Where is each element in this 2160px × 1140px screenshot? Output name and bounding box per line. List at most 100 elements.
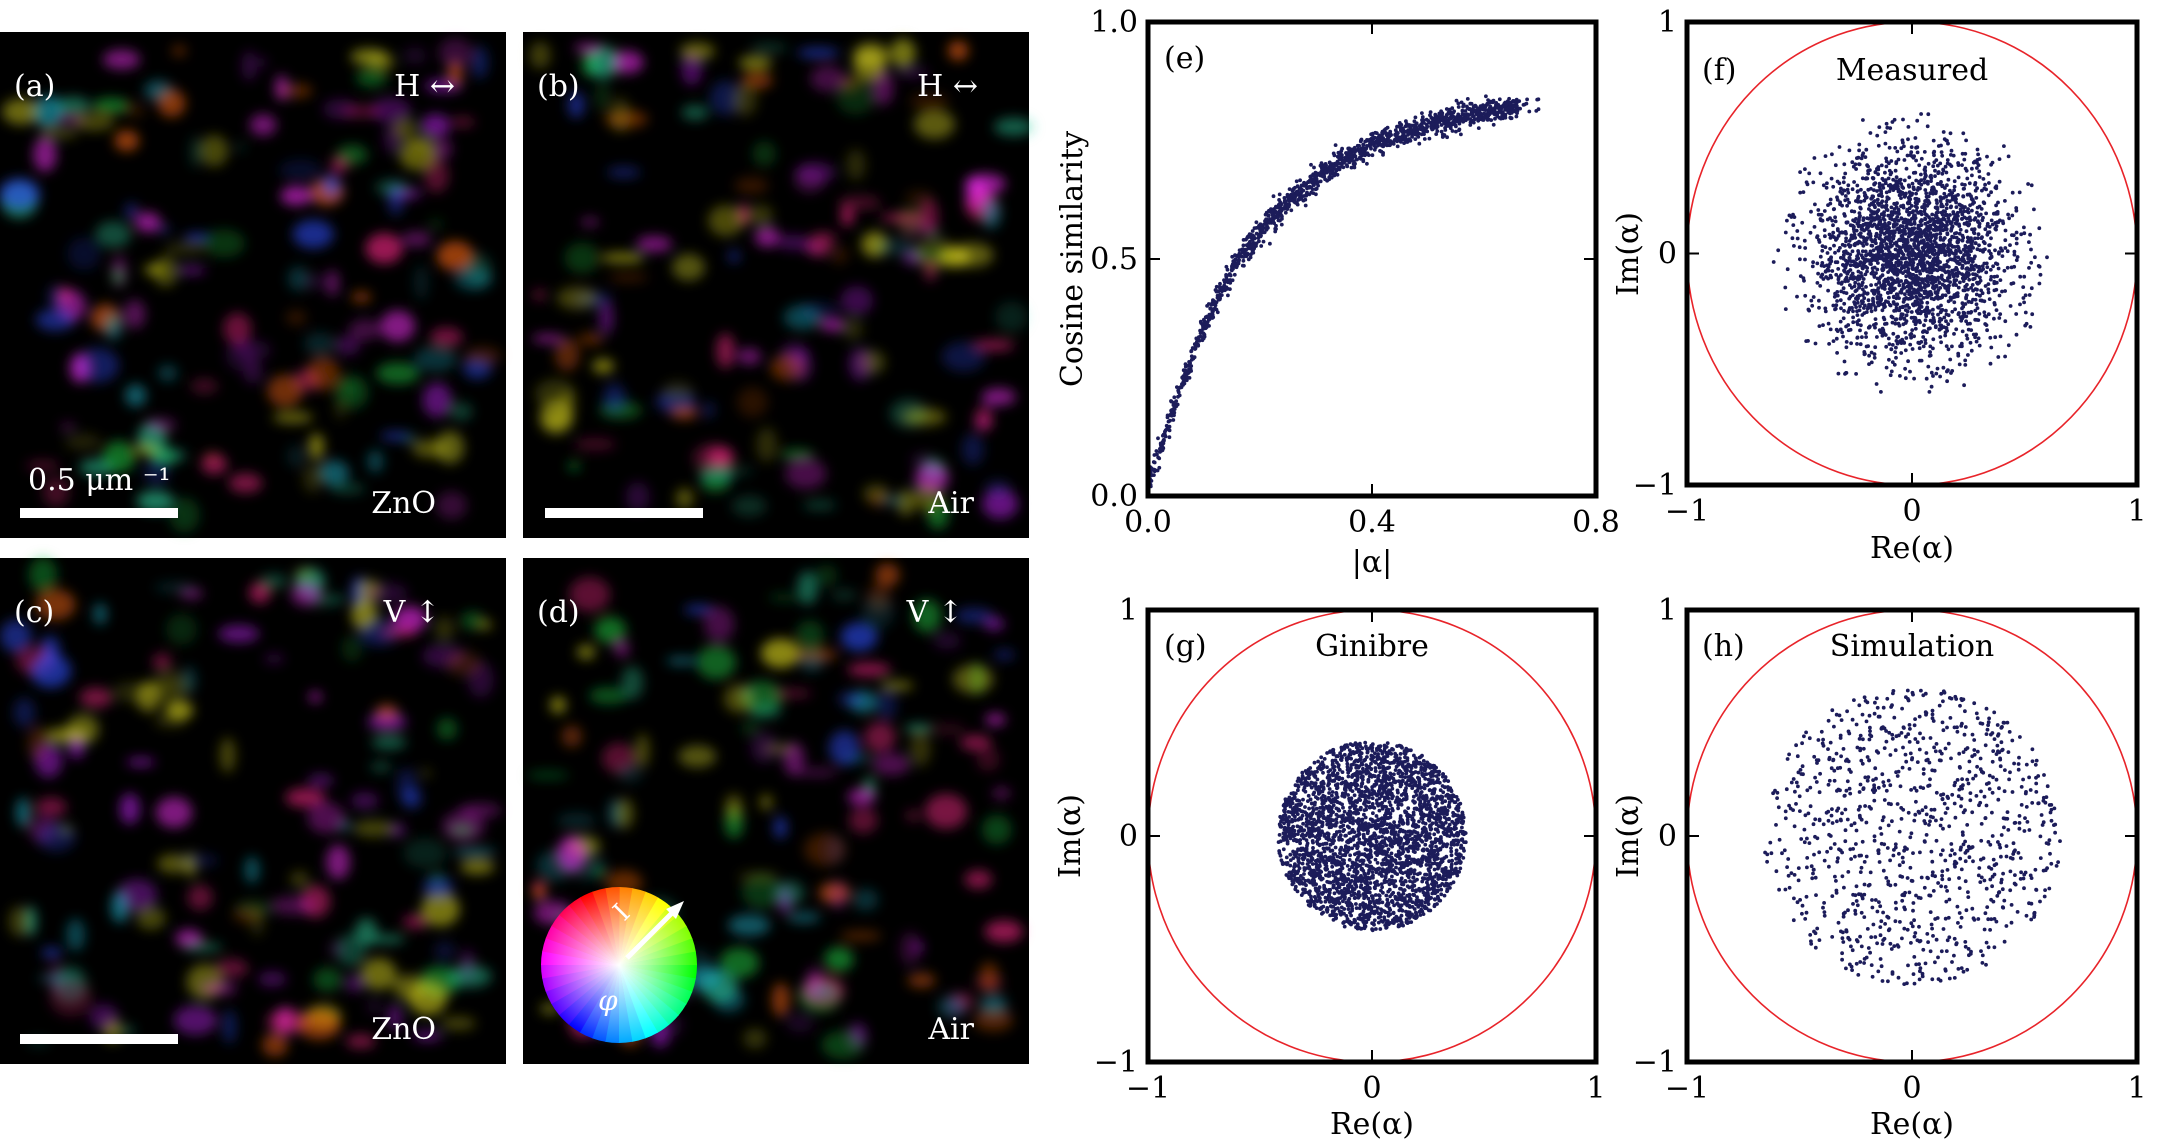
speckle-blob — [345, 974, 365, 993]
data-point — [1252, 226, 1257, 231]
speckle-blob — [345, 1034, 376, 1049]
data-point — [1894, 339, 1899, 343]
data-point — [1917, 318, 1922, 323]
speckle-blob — [348, 319, 382, 341]
data-point — [1876, 143, 1881, 148]
data-point — [1962, 259, 1967, 264]
data-point — [1851, 309, 1855, 314]
data-point — [1274, 227, 1278, 231]
speckle-blob — [435, 430, 465, 464]
data-point — [1915, 233, 1919, 238]
data-point — [2014, 206, 2019, 210]
data-point — [1862, 198, 1867, 203]
data-point — [1903, 217, 1907, 222]
data-point — [1877, 280, 1881, 285]
data-point — [1876, 172, 1880, 177]
data-point — [1915, 289, 1920, 294]
speckle-blob — [913, 109, 955, 139]
data-point — [1907, 244, 1912, 249]
speckle-blob — [350, 48, 387, 65]
data-point — [1974, 196, 1979, 200]
data-point — [1807, 308, 1811, 313]
speckle-blob — [846, 149, 866, 181]
data-point — [1854, 167, 1858, 171]
data-point — [1894, 205, 1899, 209]
data-point — [1937, 327, 1942, 331]
data-point — [1269, 217, 1274, 222]
speckle-blob — [409, 135, 437, 152]
data-point — [1943, 164, 1948, 169]
data-point — [1818, 171, 1823, 176]
speckle-blob — [696, 645, 736, 680]
data-point — [1936, 210, 1940, 215]
speckle-blob — [708, 205, 744, 237]
data-point — [1915, 237, 1919, 242]
data-point — [1855, 300, 1860, 305]
data-point — [1874, 382, 1879, 386]
data-point — [1454, 129, 1458, 134]
data-point — [1895, 268, 1899, 273]
data-point — [1973, 317, 1978, 322]
speckle-blob — [403, 838, 447, 869]
speckle-blob — [952, 664, 994, 694]
data-point — [1491, 98, 1496, 103]
data-point — [1943, 252, 1948, 257]
data-point — [1940, 212, 1945, 217]
data-point — [1858, 206, 1863, 211]
data-point — [1183, 364, 1188, 369]
data-point — [1838, 319, 1843, 324]
data-point — [1849, 274, 1854, 278]
speckle-blob — [909, 92, 950, 111]
data-point — [1836, 234, 1841, 238]
speckle-blob — [785, 458, 827, 490]
data-point — [1960, 266, 1965, 270]
data-point — [1872, 355, 1877, 360]
data-point — [1270, 210, 1274, 215]
speckle-blob — [365, 582, 408, 604]
speckle-blob — [464, 346, 502, 365]
speckle-blob — [360, 958, 397, 990]
data-point — [1798, 170, 1802, 175]
data-point — [1791, 212, 1795, 217]
y-tick-label: 0.0 — [1090, 479, 1138, 514]
data-point — [1944, 138, 1949, 143]
speckle-blob — [422, 382, 452, 418]
data-point — [1899, 192, 1904, 197]
data-point — [1435, 129, 1440, 134]
data-point — [1833, 250, 1837, 255]
speckle-blob — [662, 380, 694, 402]
panel-a: (a) H ↔ 0.5 μm ⁻¹ ZnO — [0, 32, 506, 538]
speckle-blob — [414, 346, 457, 372]
panel-c-medium: ZnO — [371, 1012, 436, 1047]
data-point — [1878, 293, 1883, 298]
data-point — [1851, 218, 1855, 223]
data-point — [1826, 203, 1830, 208]
data-point — [1902, 144, 1906, 149]
data-point — [1439, 109, 1443, 114]
speckle-blob — [152, 653, 172, 671]
data-point — [1262, 230, 1267, 235]
data-point — [1829, 176, 1834, 181]
data-point — [1823, 269, 1828, 274]
speckle-blob — [599, 301, 614, 335]
data-point — [1938, 195, 1943, 200]
data-point — [1912, 220, 1917, 225]
data-point — [1828, 327, 1833, 332]
data-point — [1787, 213, 1792, 218]
data-point — [1864, 310, 1869, 314]
data-point — [1914, 158, 1918, 163]
data-point — [1869, 259, 1874, 263]
data-point — [1884, 365, 1889, 370]
data-point — [1439, 123, 1444, 127]
data-point — [1320, 174, 1325, 179]
speckle-blob — [438, 37, 472, 68]
data-point — [1952, 278, 1957, 282]
data-point — [1856, 274, 1861, 279]
data-point — [2005, 265, 2010, 270]
data-point — [1989, 218, 1994, 223]
data-point — [1908, 342, 1913, 347]
data-point — [2021, 285, 2026, 289]
data-point — [2028, 325, 2033, 329]
data-point — [1934, 158, 1939, 163]
data-point — [1940, 295, 1944, 300]
